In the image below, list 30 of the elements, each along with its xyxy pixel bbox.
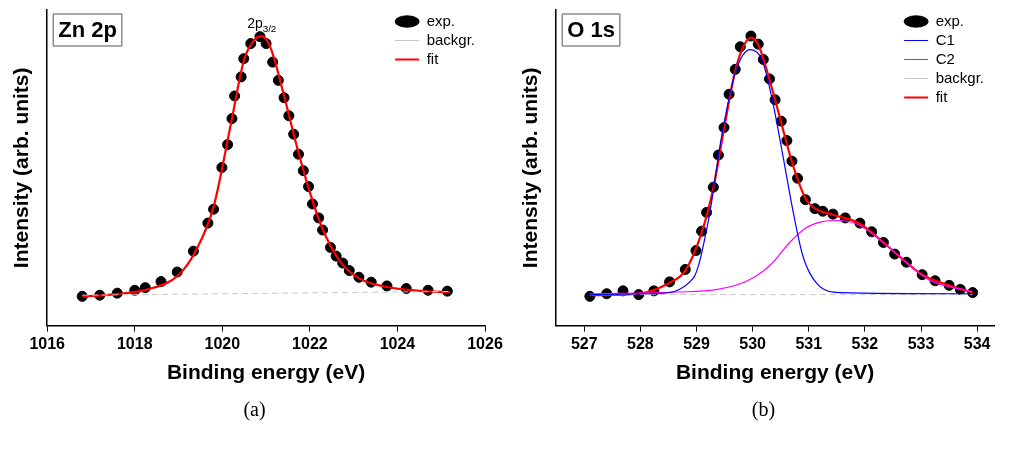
x-tick-label: 1018 (116, 334, 153, 352)
x-tick-label: 1020 (204, 334, 241, 352)
chart-title: Zn 2p (58, 17, 117, 43)
x-tick-label: 527 (570, 334, 598, 352)
legend-label: backgr. (935, 68, 985, 86)
y-axis-title: Intensity (arb. units) (9, 67, 33, 269)
text: (a) (242, 398, 267, 421)
x-tick-label: 530 (739, 334, 767, 352)
x-tick-label: 1016 (29, 334, 66, 352)
x-tick-label: 534 (963, 334, 991, 352)
legend-label: C2 (935, 49, 955, 67)
x-tick-label: 1022 (292, 334, 328, 352)
legend-label: fit (935, 87, 949, 105)
text: (b) (750, 398, 777, 421)
legend-label: C1 (935, 30, 955, 48)
x-axis-title: Binding energy (eV) (166, 360, 366, 384)
chart-title: O 1s (567, 17, 615, 43)
x-tick-label: 531 (795, 334, 823, 352)
x-axis-title: Binding energy (eV) (675, 360, 875, 384)
legend-label: fit (426, 49, 440, 67)
x-tick-label: 533 (907, 334, 935, 352)
legend-label: exp. (935, 11, 964, 29)
x-tick-label: 1026 (467, 334, 503, 352)
legend-label: backgr. (426, 30, 476, 48)
x-tick-label: 529 (683, 334, 710, 352)
x-tick-label: 1024 (379, 334, 416, 352)
legend-label: exp. (426, 11, 455, 29)
y-axis-title: Intensity (arb. units) (518, 67, 542, 269)
x-tick-label: 528 (627, 334, 654, 352)
x-tick-label: 532 (851, 334, 879, 352)
